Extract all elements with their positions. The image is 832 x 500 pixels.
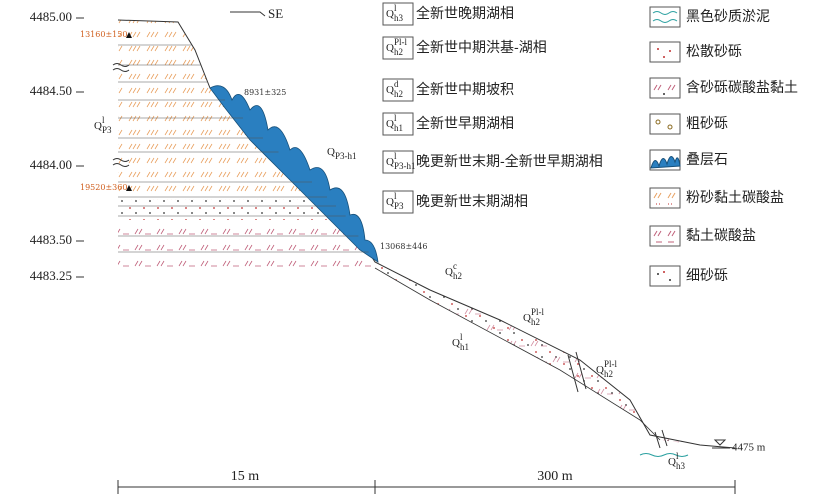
legend-label: 晚更新世末期-全新世早期湖相	[416, 153, 603, 170]
legend-label: 全新世晚期湖相	[416, 5, 514, 22]
symbol-sub: P3	[394, 201, 404, 211]
elevation-label: 4483.50	[30, 232, 72, 247]
legend-swatch	[650, 42, 680, 62]
legend-label: 含砂砾碳酸盐黏土	[686, 80, 798, 96]
legend-label: 全新世中期坡积	[416, 81, 514, 98]
elevation-label: 4483.25	[30, 268, 72, 283]
section-diagram: 4485.00 4484.50 4484.00 4483.50 4483.25 SE 131…	[0, 0, 832, 500]
page: {"axis_labels": ["4485.00", "4484.50", "…	[0, 0, 832, 500]
swatch-part	[650, 78, 680, 98]
scale-label: 15 m	[231, 469, 260, 484]
legend-swatch	[650, 150, 680, 170]
swatch-part	[657, 48, 659, 50]
swatch-part	[650, 7, 680, 27]
symbol-sub: P3	[102, 125, 112, 135]
legend-swatch	[650, 7, 680, 27]
age-label: 13160±150	[80, 30, 127, 39]
symbol-base: Q	[523, 312, 531, 324]
symbol-base: Q	[596, 364, 604, 376]
symbol-base: Q	[386, 118, 394, 130]
legend-swatch	[650, 188, 680, 208]
symbol-base: Q	[668, 456, 676, 468]
swatch-part	[650, 114, 680, 134]
swatch-part	[669, 50, 671, 52]
legend-swatch	[650, 114, 680, 134]
symbol-sub: h2	[453, 271, 462, 281]
symbol-sub: h2	[604, 369, 613, 379]
symbol-base: Q	[386, 156, 394, 168]
swatch-part	[650, 266, 680, 286]
symbol-sub: h2	[394, 47, 403, 57]
unit-symbol: QP3-h1	[327, 146, 357, 162]
legend-label: 黑色砂质淤泥	[686, 8, 770, 25]
symbol-sub: h2	[531, 317, 540, 327]
symbol-sub: P3-h1	[394, 161, 416, 171]
symbol-sub: P3-h1	[335, 151, 357, 161]
symbol-base: Q	[445, 266, 453, 278]
symbol-base: Q	[386, 8, 394, 20]
symbol-sup: l	[460, 332, 463, 342]
age-label: 8931±325	[244, 88, 286, 97]
symbol-sup: l	[102, 115, 105, 125]
symbol-base: Q	[94, 120, 102, 132]
symbol-sub: h2	[394, 89, 403, 99]
swatch-part	[663, 93, 665, 95]
symbol-base: Q	[386, 84, 394, 96]
symbol-sub: h1	[460, 342, 469, 352]
legend-swatch	[650, 78, 680, 98]
symbol-base: Q	[386, 196, 394, 208]
legend-label: 晚更新世末期湖相	[416, 194, 528, 210]
legend-swatch	[650, 266, 680, 286]
swatch-part	[669, 279, 671, 281]
water-level-label: 4475 m	[732, 442, 766, 454]
symbol-sup: Pl-l	[604, 359, 618, 369]
symbol-sup: c	[453, 261, 457, 271]
legend-label: 黏土碳酸盐	[686, 228, 756, 244]
legend-label: 叠层石	[686, 152, 728, 168]
swatch-part	[657, 273, 659, 275]
symbol-sub: h1	[394, 123, 403, 133]
legend-label: 全新世早期湖相	[416, 115, 514, 132]
symbol-base: Q	[327, 146, 335, 158]
legend-label: 细砂砾	[686, 268, 728, 284]
swatch-part	[650, 42, 680, 62]
elevation-label: 4484.00	[30, 157, 72, 172]
swatch-part	[663, 56, 665, 58]
scale-label: 300 m	[537, 469, 573, 484]
legend-label: 粉砂黏土碳酸盐	[686, 190, 784, 206]
symbol-sub: h3	[394, 13, 404, 23]
age-label: 13068±446	[380, 242, 427, 251]
swatch-part	[663, 271, 665, 273]
age-label: 19520±360	[80, 183, 127, 192]
direction-label: SE	[268, 6, 283, 21]
legend-label: 松散砂砾	[686, 44, 742, 60]
symbol-base: Q	[452, 337, 460, 349]
symbol-sup: Pl-l	[394, 37, 408, 47]
legend-swatch	[650, 226, 680, 246]
symbol-sub: h3	[676, 461, 686, 471]
symbol-sup: d	[394, 79, 399, 89]
legend-label: 粗砂砾	[686, 116, 728, 132]
symbol-base: Q	[386, 42, 394, 54]
symbol-sup: Pl-l	[531, 307, 545, 317]
elevation-label: 4485.00	[30, 9, 72, 24]
elevation-label: 4484.50	[30, 83, 72, 98]
legend-label: 全新世中期洪基-湖相	[416, 39, 547, 56]
